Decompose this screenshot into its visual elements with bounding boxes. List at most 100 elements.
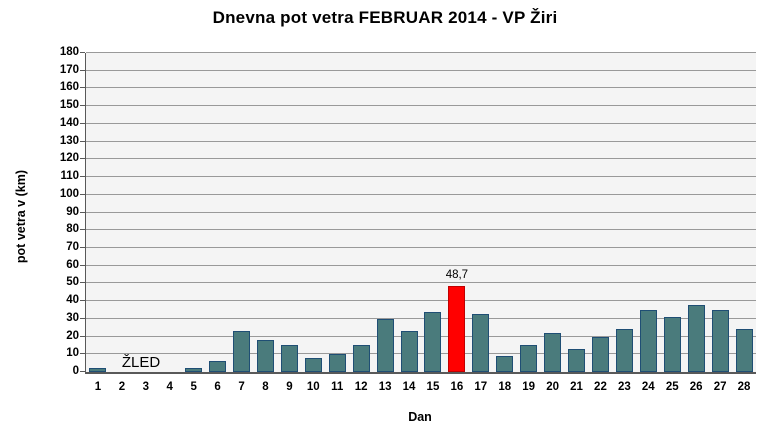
y-gridline — [86, 193, 756, 195]
annotation-žled: ŽLED — [121, 354, 161, 371]
bar-day-1 — [89, 368, 107, 372]
x-tick-label-day-5: 5 — [190, 381, 197, 393]
x-tick-label-day-25: 25 — [665, 381, 679, 393]
y-gridline — [86, 317, 756, 319]
y-axis-tick — [80, 300, 85, 302]
x-tick-label-day-19: 19 — [522, 381, 536, 393]
y-gridline — [86, 246, 756, 248]
y-tick-label: 150 — [59, 99, 79, 112]
bar-day-7 — [233, 331, 251, 372]
x-tick-label-day-8: 8 — [262, 381, 269, 393]
y-tick-label: 140 — [59, 116, 79, 129]
x-tick-label-day-20: 20 — [546, 381, 559, 393]
y-tick-label: 50 — [66, 276, 79, 289]
x-tick-label-day-17: 17 — [474, 381, 488, 393]
bar-day-13 — [376, 319, 394, 372]
x-tick-label-day-26: 26 — [689, 381, 703, 393]
y-gridline — [86, 105, 756, 107]
x-tick-label-day-13: 13 — [378, 381, 392, 393]
y-tick-label: 100 — [59, 187, 79, 200]
y-axis-tick — [80, 246, 85, 248]
bar-day-14 — [400, 331, 418, 372]
y-tick-label: 180 — [59, 46, 79, 58]
y-gridline — [86, 282, 756, 284]
bar-day-23 — [615, 329, 633, 372]
y-axis-tick — [80, 52, 85, 53]
y-axis-tick — [80, 353, 85, 355]
bar-day-19 — [520, 345, 538, 372]
y-gridline — [86, 353, 756, 355]
y-gridline — [86, 140, 756, 142]
y-gridline — [86, 229, 756, 231]
y-gridline — [86, 264, 756, 266]
bar-day-5 — [185, 368, 203, 372]
y-gridline — [86, 211, 756, 213]
x-tick-label-day-28: 28 — [737, 381, 751, 393]
bar-day-20 — [544, 333, 562, 372]
y-axis-tick — [80, 211, 85, 213]
y-gridline — [86, 87, 756, 89]
x-tick-label-day-15: 15 — [426, 381, 440, 393]
y-axis-tick — [80, 158, 85, 160]
x-axis-title: Dan — [408, 410, 432, 424]
x-tick-label-day-6: 6 — [214, 381, 221, 393]
x-tick-label-day-1: 1 — [94, 381, 102, 393]
bar-day-27 — [711, 310, 729, 372]
y-axis-tick — [80, 122, 85, 124]
x-tick-label-day-16: 16 — [450, 381, 464, 393]
bar-day-9 — [280, 345, 298, 372]
x-tick-label-day-22: 22 — [594, 381, 607, 393]
x-tick-label-day-4: 4 — [166, 381, 173, 393]
y-tick-label: 120 — [59, 152, 79, 165]
y-gridline — [86, 176, 756, 178]
y-axis-title-text: pot vetra v (km) — [14, 170, 28, 264]
y-tick-label: 10 — [66, 347, 79, 360]
x-tick-label-day-11: 11 — [331, 381, 344, 393]
y-tick-label: 80 — [66, 223, 79, 236]
y-axis-tick — [80, 317, 85, 319]
x-tick-label-day-10: 10 — [306, 381, 320, 393]
bar-day-8 — [256, 340, 274, 372]
y-tick-label: 160 — [59, 81, 79, 94]
highlighted-bar-day-16 — [448, 286, 466, 372]
x-tick-label-day-9: 9 — [286, 381, 293, 393]
x-tick-label-day-27: 27 — [713, 381, 727, 393]
y-gridline — [86, 122, 756, 124]
x-tick-label-day-21: 21 — [570, 381, 583, 393]
y-tick-label: 170 — [59, 63, 79, 76]
y-axis-tick — [80, 140, 85, 142]
bar-day-22 — [591, 337, 609, 372]
bar-day-18 — [496, 356, 514, 372]
chart-title: Dnevna pot vetra FEBRUAR 2014 - VP Žiri — [212, 8, 558, 27]
x-tick-label-day-3: 3 — [142, 381, 150, 393]
bar-day-6 — [209, 361, 227, 372]
x-tick-label-day-23: 23 — [617, 381, 631, 393]
x-tick-label-day-18: 18 — [498, 381, 512, 393]
y-gridline — [86, 52, 756, 53]
y-axis-tick — [80, 335, 85, 337]
y-gridline — [86, 300, 756, 302]
bar-day-11 — [328, 354, 346, 372]
bar-day-15 — [424, 312, 442, 372]
y-tick-label: 110 — [60, 170, 79, 183]
x-tick-label-day-24: 24 — [641, 381, 655, 393]
bar-day-24 — [639, 310, 657, 372]
bar-day-25 — [663, 317, 681, 372]
bar-day-26 — [687, 305, 705, 372]
y-axis-title: pot vetra v (km) — [10, 117, 32, 317]
y-axis-tick — [80, 69, 85, 71]
y-axis-tick — [80, 229, 85, 231]
y-tick-label: 40 — [66, 294, 79, 307]
y-gridline — [86, 158, 756, 160]
x-tick-label-day-2: 2 — [118, 381, 126, 393]
y-axis-tick — [80, 105, 85, 107]
y-axis-tick — [80, 87, 85, 89]
y-gridline — [86, 69, 756, 71]
y-tick-label: 20 — [66, 329, 79, 342]
y-tick-label: 70 — [66, 240, 79, 253]
plot-area: 0 10 20 30 40 50 60 70 80 90 100 110 120 130 140 150 160… — [60, 46, 756, 393]
x-tick-label-day-14: 14 — [402, 381, 416, 393]
bar-day-10 — [304, 358, 322, 372]
y-gridline — [86, 335, 756, 337]
